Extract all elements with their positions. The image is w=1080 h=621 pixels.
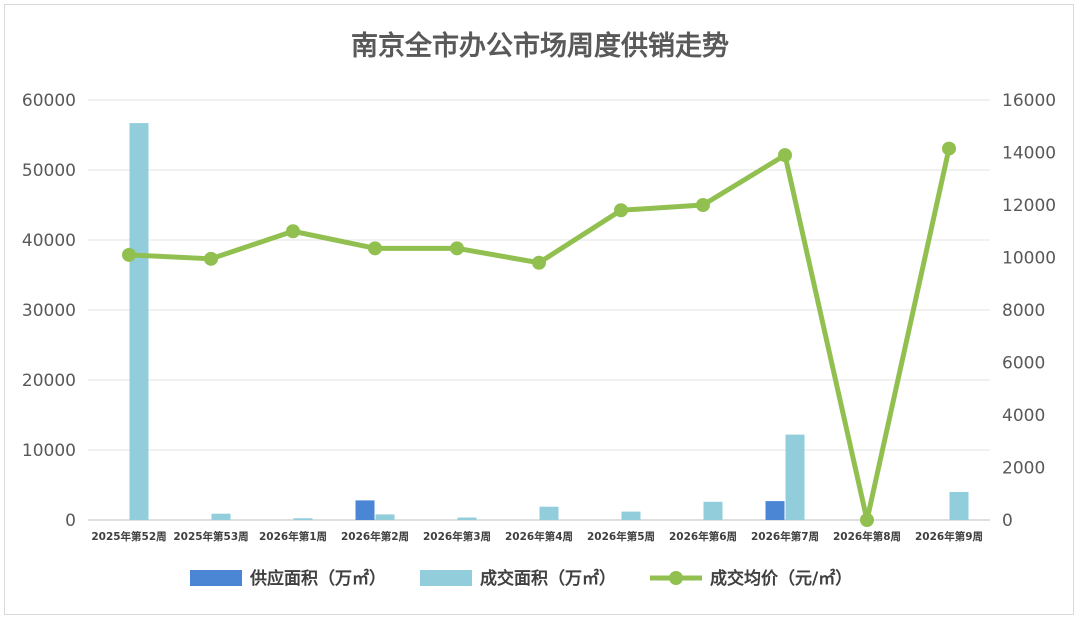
legend-label-transaction: 成交面积（万㎡） — [480, 568, 616, 589]
x-tick-label: 2026年第3周 — [423, 530, 491, 543]
legend-swatch-supply — [190, 570, 242, 586]
right-axis-ticks: 0 2000 4000 6000 8000 10000 12000 14000 16000 — [1002, 91, 1056, 531]
right-tick-label: 6000 — [1002, 354, 1045, 374]
legend: 供应面积（万㎡） 成交面积（万㎡） 成交均价（元/㎡） — [190, 568, 852, 589]
price-point — [368, 241, 382, 256]
price-point — [450, 241, 464, 256]
transaction-bar — [621, 511, 641, 520]
price-point — [122, 247, 136, 262]
x-tick-label: 2026年第7周 — [751, 530, 819, 543]
legend-swatch-transaction — [420, 570, 472, 586]
price-point — [942, 141, 956, 156]
left-tick-label: 50000 — [22, 161, 76, 181]
transaction-bar — [375, 514, 395, 520]
x-tick-label: 2025年第53周 — [173, 530, 248, 543]
transaction-bar — [293, 518, 313, 520]
price-point — [286, 224, 300, 239]
gridlines — [88, 99, 990, 521]
left-tick-label: 20000 — [22, 371, 76, 391]
x-tick-label: 2026年第9周 — [915, 530, 983, 543]
right-tick-label: 14000 — [1002, 144, 1056, 164]
x-tick-label: 2026年第8周 — [833, 530, 901, 543]
right-tick-label: 8000 — [1002, 301, 1045, 321]
price-point — [696, 198, 710, 212]
price-point — [614, 203, 628, 218]
legend-label-supply: 供应面积（万㎡） — [249, 568, 386, 589]
left-axis-ticks: 0 10000 20000 30000 40000 50000 60000 — [22, 91, 76, 531]
transaction-bar — [539, 506, 559, 520]
left-tick-label: 40000 — [22, 231, 76, 251]
transaction-bar — [129, 123, 149, 520]
bars — [129, 123, 969, 520]
price-point — [532, 255, 546, 270]
x-tick-label: 2026年第6周 — [669, 530, 737, 543]
right-tick-label: 4000 — [1002, 406, 1045, 426]
price-line-path — [128, 148, 952, 523]
price-line — [122, 141, 956, 527]
price-point — [204, 251, 218, 266]
right-tick-label: 12000 — [1002, 196, 1056, 216]
supply-bar — [355, 500, 375, 520]
right-tick-label: 16000 — [1002, 91, 1056, 111]
transaction-bar — [785, 434, 805, 520]
left-tick-label: 30000 — [22, 301, 76, 321]
transaction-bar — [949, 492, 969, 520]
x-tick-label: 2026年第4周 — [505, 530, 573, 543]
x-tick-label: 2026年第2周 — [341, 530, 409, 543]
right-tick-label: 10000 — [1002, 249, 1056, 269]
legend-label-price: 成交均价（元/㎡） — [710, 568, 852, 589]
x-axis-ticks: 2025年第52周 2025年第53周 2026年第1周 2026年第2周 2026年第… — [91, 530, 983, 543]
left-tick-label: 10000 — [22, 441, 76, 461]
transaction-bar — [703, 501, 723, 520]
transaction-bar — [211, 513, 231, 520]
transaction-bar — [457, 517, 477, 520]
legend-marker-price — [669, 571, 683, 585]
price-point — [778, 148, 792, 163]
supply-bar — [765, 501, 785, 520]
right-tick-label: 2000 — [1002, 459, 1045, 479]
left-tick-label: 0 — [65, 511, 76, 531]
left-tick-label: 60000 — [22, 91, 76, 111]
price-point — [860, 513, 874, 527]
x-tick-label: 2025年第52周 — [91, 530, 166, 543]
x-tick-label: 2026年第5周 — [587, 530, 655, 543]
right-tick-label: 0 — [1002, 511, 1013, 531]
x-tick-label: 2026年第1周 — [259, 530, 327, 543]
chart-title: 南京全市办公市场周度供销走势 — [351, 30, 729, 62]
